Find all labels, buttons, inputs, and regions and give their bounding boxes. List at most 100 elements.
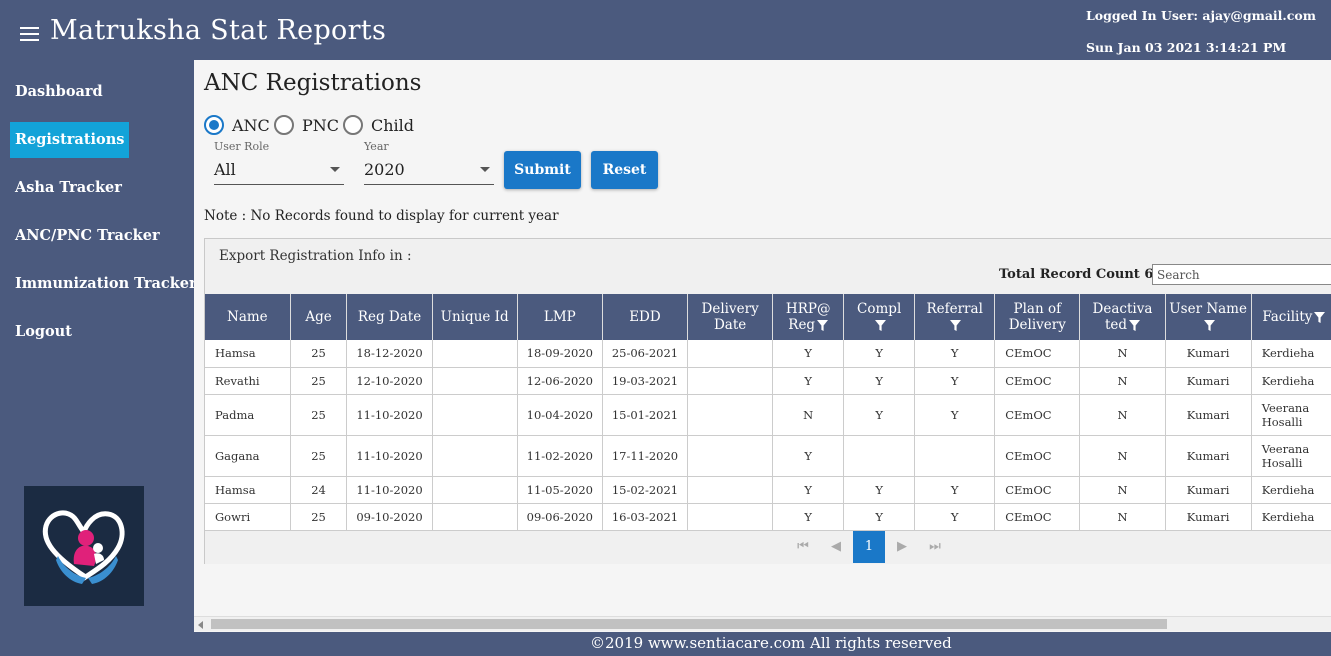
reset-button[interactable]: Reset [591,151,658,189]
scroll-left-icon[interactable] [198,621,203,629]
app-title: Matruksha Stat Reports [50,15,387,46]
table-cell: 25-06-2021 [602,340,689,368]
sidebar-item-logout[interactable]: Logout [15,323,72,340]
table-cell: Y [843,340,916,368]
year-value: 2020 [364,160,405,179]
table-row[interactable]: Revathi 25 12-10-2020 12-06-2020 19-03-2021 Y… [205,367,1331,395]
table-cell [687,503,774,531]
sidebar-item-immunization-tracker[interactable]: Immunization Tracker [15,275,197,292]
table-cell: Y [914,367,996,395]
page-title: ANC Registrations [204,70,422,96]
table-cell: Kerdieha [1251,476,1331,504]
table-cell: Y [772,340,845,368]
column-header[interactable]: Reg Date [346,294,433,340]
filter-icon[interactable] [950,320,962,331]
scrollbar-thumb[interactable] [211,619,1167,629]
last-page-icon[interactable]: ⏭ [929,539,941,554]
filter-icon[interactable] [1203,320,1215,331]
table-cell [432,476,518,504]
table-cell: Kerdieha [1251,367,1331,395]
table-cell: Y [772,476,845,504]
column-header[interactable]: HRP@ Reg [772,294,845,340]
table-cell: 12-06-2020 [517,367,603,395]
table-cell: Gowri [205,503,291,531]
column-header[interactable]: Referral [914,294,996,340]
radio-pnc[interactable]: PNC [274,114,339,136]
table-cell: Padma [205,394,291,436]
prev-page-icon[interactable]: ◀ [831,539,841,554]
export-label: Export Registration Info in : [219,248,412,264]
next-page-icon[interactable]: ▶ [897,539,907,554]
table-cell: Y [772,503,845,531]
column-header[interactable]: Deactiva ted [1079,294,1166,340]
search-input[interactable] [1152,264,1331,285]
table-row[interactable]: Hamsa 24 11-10-2020 11-05-2020 15-02-2021 Y Y Y… [205,476,1331,504]
table-cell [432,394,518,436]
table-cell: Kerdieha [1251,503,1331,531]
table-cell: 09-10-2020 [346,503,433,531]
table-cell: CEmOC [994,476,1081,504]
table-cell: Veerana Hosalli [1251,435,1331,477]
filter-icon[interactable] [874,320,886,331]
sidebar-item-dashboard[interactable]: Dashboard [15,83,103,100]
table-cell: Y [843,394,916,436]
column-header[interactable]: Name [205,294,291,340]
sidebar-item-asha-tracker[interactable]: Asha Tracker [15,179,122,196]
table-cell: 12-10-2020 [346,367,433,395]
column-header[interactable]: EDD [602,294,689,340]
table-cell: N [1079,503,1166,531]
horizontal-scrollbar[interactable] [194,616,1331,631]
column-header[interactable]: User Name [1165,294,1252,340]
table-cell: CEmOC [994,367,1081,395]
table-cell: 09-06-2020 [517,503,603,531]
first-page-icon[interactable]: ⏮ [797,539,809,554]
table-cell: 11-10-2020 [346,394,433,436]
table-cell [432,367,518,395]
table-cell: 19-03-2021 [602,367,689,395]
table-row[interactable]: Padma 25 11-10-2020 10-04-2020 15-01-2021 N Y Y… [205,394,1331,436]
table-cell: Hamsa [205,340,291,368]
table-header-row: Name Age Reg Date Unique Id LMP EDD Deli… [205,294,1331,340]
user-role-select[interactable]: User Role All [214,140,344,185]
radio-unchecked-icon [274,115,294,135]
year-select[interactable]: Year 2020 [364,140,494,185]
table-row[interactable]: Gagana 25 11-10-2020 11-02-2020 17-11-2020 Y C… [205,435,1331,477]
table-cell: Y [843,503,916,531]
radio-pnc-label: PNC [302,115,340,135]
radio-anc[interactable]: ANC [204,114,270,136]
table-cell: Gagana [205,435,291,477]
table-cell [687,367,774,395]
table-cell: N [1079,340,1166,368]
table-cell: 25 [290,435,348,477]
table-cell: 15-02-2021 [602,476,689,504]
table-cell: Y [914,476,996,504]
radio-child[interactable]: Child [343,114,414,136]
column-header[interactable]: Unique Id [432,294,518,340]
column-header[interactable]: Age [290,294,348,340]
table-cell: Y [772,367,845,395]
table-cell: Kumari [1165,476,1252,504]
table-cell [687,394,774,436]
dropdown-arrow-icon [330,167,340,172]
table-cell: 25 [290,367,348,395]
page-number-button[interactable]: 1 [853,531,885,563]
filter-icon[interactable] [817,320,829,331]
filter-icon[interactable] [1129,320,1140,331]
table-cell: Veerana Hosalli [1251,394,1331,436]
column-header[interactable]: Delivery Date [687,294,774,340]
table-cell: Revathi [205,367,291,395]
sidebar-item-registrations[interactable]: Registrations [10,122,130,158]
column-header[interactable]: Facility [1251,294,1331,340]
column-header[interactable]: Plan of Delivery [994,294,1081,340]
table-row[interactable]: Gowri 25 09-10-2020 09-06-2020 16-03-2021 Y Y Y… [205,503,1331,531]
table-row[interactable]: Hamsa 25 18-12-2020 18-09-2020 25-06-2021 Y Y Y… [205,340,1331,368]
column-header[interactable]: LMP [517,294,603,340]
sidebar-item-anc-pnc-tracker[interactable]: ANC/PNC Tracker [15,227,160,244]
table-cell: N [1079,476,1166,504]
table-cell: CEmOC [994,503,1081,531]
column-header[interactable]: Compl [843,294,916,340]
submit-button[interactable]: Submit [504,151,581,189]
main-content: ANC Registrations ANC PNC Child User Rol… [194,60,1331,632]
menu-icon[interactable] [20,27,39,41]
filter-icon[interactable] [1314,312,1326,323]
